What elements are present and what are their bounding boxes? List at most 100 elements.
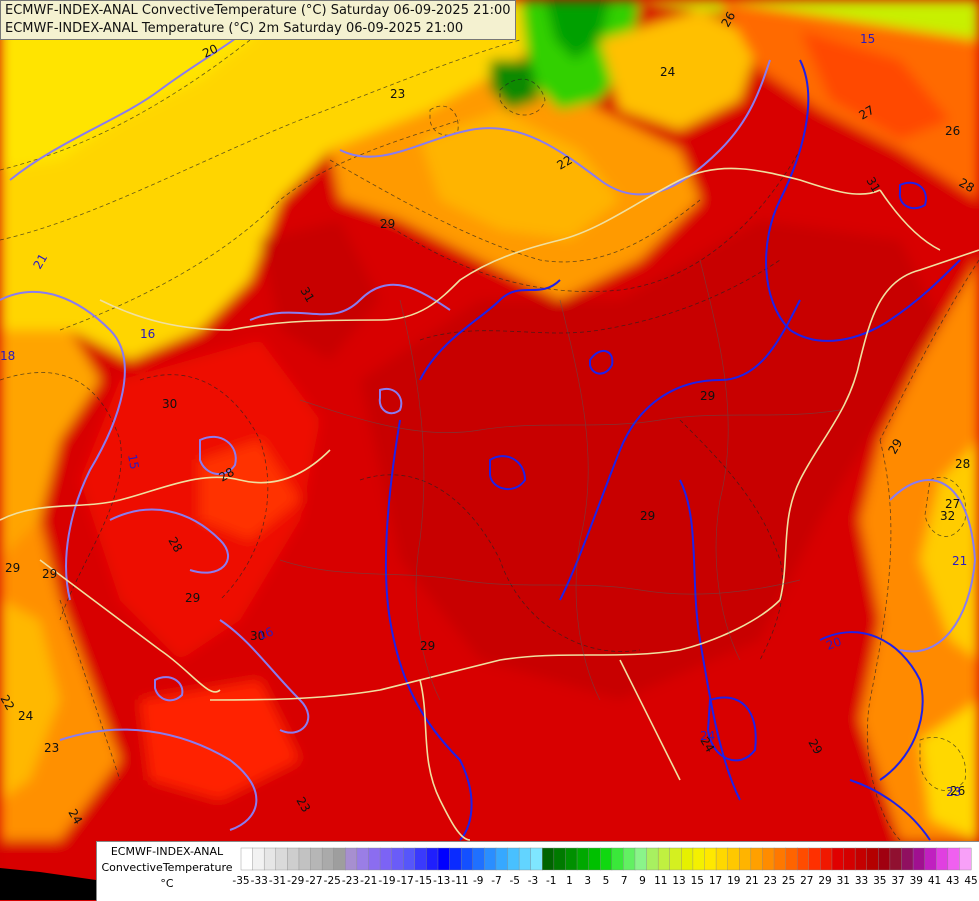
legend-swatch: [739, 847, 752, 871]
legend-swatch: [634, 847, 648, 871]
legend-tick-label: -3: [528, 875, 538, 887]
legend-swatch: [866, 847, 879, 871]
legend-swatch: [252, 847, 265, 871]
legend-tick-label: 9: [639, 875, 646, 887]
contour-label: 28: [165, 535, 185, 555]
legend-swatch: [414, 847, 427, 871]
legend-swatch: [507, 847, 520, 871]
legend-tick-label: -19: [378, 875, 395, 887]
legend-swatch: [796, 847, 810, 871]
legend-swatch: [310, 847, 323, 871]
legend-swatch: [773, 847, 787, 871]
isotherm-label: 15: [860, 32, 875, 46]
legend-parameter: ConvectiveTemperature: [101, 861, 233, 874]
legend-tick-label: 17: [709, 875, 722, 887]
legend-tick-label: 13: [672, 875, 685, 887]
legend-swatch: [426, 847, 439, 871]
isotherm-label: 16: [256, 624, 275, 642]
title-line-convective: ECMWF-INDEX-ANAL ConvectiveTemperature (…: [5, 3, 511, 18]
legend-swatch: [588, 847, 601, 871]
contour-label: 32: [940, 509, 955, 523]
contour-label: 24: [660, 65, 675, 79]
convective-temp-contours: [0, 39, 979, 841]
legend-swatch: [889, 847, 902, 871]
contour-label: 24: [18, 709, 33, 723]
legend-swatch: [623, 847, 636, 871]
legend-swatch: [391, 847, 404, 871]
isotherm-label: 16: [140, 327, 155, 341]
legend-tick-label: -23: [342, 875, 359, 887]
legend-tick-label: 5: [603, 875, 610, 887]
isotherm-label: 15: [125, 453, 141, 470]
legend-tick-label: 27: [800, 875, 813, 887]
isotherm-label: 21: [30, 251, 50, 271]
legend-swatch: [321, 847, 335, 871]
legend-swatch: [287, 847, 300, 871]
contour-label: 23: [293, 795, 313, 815]
legend-tick-label: 31: [837, 875, 850, 887]
contour-label: 28: [955, 457, 970, 471]
contour-label: 26: [945, 124, 960, 138]
legend-swatch: [518, 847, 532, 871]
legend-swatch: [553, 847, 566, 871]
legend-colorbar: -35 -33 -31 -29 -27 -25 -23 -21 -19 -17 -15 -13 -11-…: [232, 847, 978, 887]
legend-tick-label: 21: [745, 875, 758, 887]
legend-swatch: [600, 847, 613, 871]
contour-label: 28: [217, 465, 237, 485]
legend-swatch: [750, 847, 763, 871]
legend-swatch: [565, 847, 578, 871]
legend-swatch: [692, 847, 705, 871]
contour-label: 26: [950, 784, 965, 798]
legend-swatch: [831, 847, 845, 871]
contour-label: 31: [297, 285, 317, 305]
isotherm-label: 21: [952, 554, 967, 568]
legend-swatch: [808, 847, 821, 871]
legend-tick-label: -27: [305, 875, 322, 887]
legend-swatch: [345, 847, 358, 871]
legend-swatch: [854, 847, 868, 871]
legend-swatch: [460, 847, 474, 871]
legend-swatch: [530, 847, 543, 871]
legend-swatch: [959, 847, 972, 871]
contour-label: 20: [200, 42, 220, 61]
legend-tick-label: -1: [546, 875, 556, 887]
contour-label: 29: [805, 737, 825, 757]
legend-swatch: [715, 847, 729, 871]
contour-label: 31: [863, 175, 883, 195]
legend-swatch: [669, 847, 682, 871]
contour-label: 23: [390, 87, 405, 101]
legend-swatch: [912, 847, 926, 871]
legend-tick-label: 45: [964, 875, 977, 887]
legend-swatch: [542, 847, 555, 871]
contour-label: 26: [718, 9, 738, 29]
legend-tick-label: 29: [818, 875, 831, 887]
legend-swatch: [901, 847, 914, 871]
contour-label: 23: [44, 741, 59, 755]
legend-tick-label: 15: [691, 875, 704, 887]
legend-swatch: [704, 847, 717, 871]
legend-swatch: [403, 847, 416, 871]
legend-swatch: [646, 847, 659, 871]
color-legend: ECMWF-INDEX-ANAL ConvectiveTemperature °…: [96, 841, 979, 901]
legend-tick-label: 23: [764, 875, 777, 887]
contour-label: 29: [700, 389, 715, 403]
legend-tick-label: -7: [491, 875, 501, 887]
legend-swatch: [947, 847, 960, 871]
legend-tick-label: 25: [782, 875, 795, 887]
contour-label: 29: [885, 436, 905, 456]
legend-tick-label: 11: [654, 875, 667, 887]
legend-swatch: [449, 847, 462, 871]
contour-label: 27: [945, 497, 960, 511]
legend-tick-label: 1: [566, 875, 573, 887]
contour-label: 29: [380, 217, 395, 231]
legend-unit: °C: [160, 877, 174, 890]
legend-swatch: [878, 847, 891, 871]
legend-swatch: [356, 847, 369, 871]
legend-tick-label: -5: [510, 875, 520, 887]
legend-swatch: [936, 847, 949, 871]
contour-labels: 20 23 26 24 22 27 26 28 29 31 30 29 28 2…: [0, 9, 977, 826]
legend-tick-label: -9: [473, 875, 483, 887]
legend-swatch: [484, 847, 497, 871]
isotherm-label: 20: [824, 634, 843, 652]
